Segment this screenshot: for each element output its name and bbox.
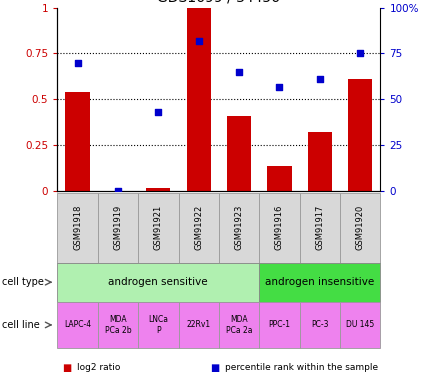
- Point: [357, 51, 363, 57]
- Bar: [219, 193, 259, 262]
- Point: [316, 76, 323, 82]
- Text: ■: ■: [210, 363, 220, 372]
- Text: LNCa
P: LNCa P: [148, 315, 168, 334]
- Text: MDA
PCa 2a: MDA PCa 2a: [226, 315, 252, 334]
- Bar: [219, 302, 259, 348]
- Point: [114, 188, 122, 194]
- Text: androgen sensitive: androgen sensitive: [108, 277, 208, 287]
- Title: GDS1699 / 34456: GDS1699 / 34456: [157, 0, 280, 5]
- Bar: [300, 302, 340, 348]
- Bar: [146, 188, 170, 191]
- Point: [235, 69, 242, 75]
- Bar: [57, 262, 259, 302]
- Bar: [57, 302, 98, 348]
- Bar: [138, 193, 178, 262]
- Text: DU 145: DU 145: [346, 320, 374, 330]
- Bar: [227, 116, 251, 191]
- Point: [155, 109, 162, 115]
- Text: log2 ratio: log2 ratio: [76, 363, 120, 372]
- Bar: [308, 132, 332, 191]
- Bar: [267, 165, 292, 191]
- Text: percentile rank within the sample: percentile rank within the sample: [225, 363, 378, 372]
- Bar: [340, 193, 380, 262]
- Text: cell type: cell type: [2, 277, 44, 287]
- Bar: [300, 193, 340, 262]
- Point: [276, 84, 283, 90]
- Bar: [340, 302, 380, 348]
- Bar: [348, 79, 372, 191]
- Text: GSM91919: GSM91919: [113, 205, 122, 251]
- Text: PC-3: PC-3: [311, 320, 329, 330]
- Text: PPC-1: PPC-1: [269, 320, 290, 330]
- Text: GSM91918: GSM91918: [73, 205, 82, 251]
- Bar: [259, 302, 300, 348]
- Text: LAPC-4: LAPC-4: [64, 320, 91, 330]
- Bar: [259, 262, 380, 302]
- Bar: [138, 302, 178, 348]
- Bar: [259, 193, 300, 262]
- Text: ■: ■: [62, 363, 71, 372]
- Bar: [65, 92, 90, 191]
- Text: GSM91922: GSM91922: [194, 205, 203, 251]
- Text: GSM91916: GSM91916: [275, 205, 284, 251]
- Text: 22Rv1: 22Rv1: [187, 320, 211, 330]
- Bar: [98, 302, 138, 348]
- Text: GSM91921: GSM91921: [154, 205, 163, 251]
- Point: [74, 60, 81, 66]
- Text: GSM91920: GSM91920: [356, 205, 365, 251]
- Point: [195, 38, 202, 44]
- Bar: [187, 8, 211, 191]
- Bar: [57, 193, 98, 262]
- Text: MDA
PCa 2b: MDA PCa 2b: [105, 315, 131, 334]
- Text: GSM91917: GSM91917: [315, 205, 324, 251]
- Text: GSM91923: GSM91923: [235, 205, 244, 251]
- Text: androgen insensitive: androgen insensitive: [265, 277, 374, 287]
- Bar: [178, 302, 219, 348]
- Text: cell line: cell line: [2, 320, 40, 330]
- Bar: [178, 193, 219, 262]
- Bar: [98, 193, 138, 262]
